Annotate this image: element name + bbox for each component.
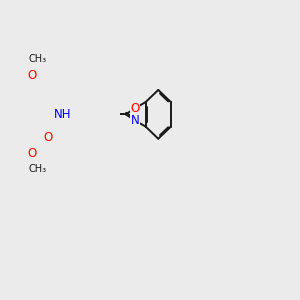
- Text: NH: NH: [54, 108, 71, 121]
- Text: O: O: [28, 69, 37, 82]
- Text: O: O: [28, 147, 37, 160]
- Text: CH₃: CH₃: [29, 164, 47, 174]
- Text: O: O: [130, 102, 140, 115]
- Text: N: N: [130, 114, 139, 127]
- Text: CH₃: CH₃: [29, 55, 47, 64]
- Text: O: O: [44, 131, 53, 144]
